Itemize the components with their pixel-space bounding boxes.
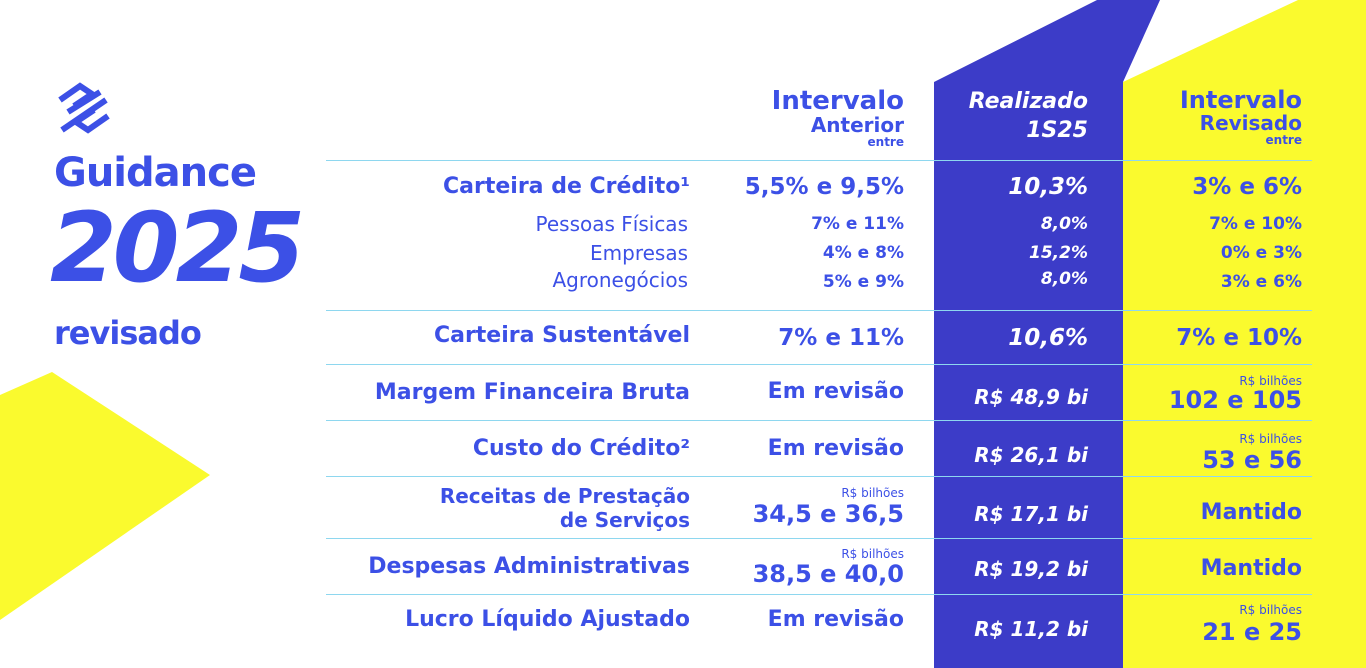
profit-realized: R$ 11,2 bi [974,617,1088,641]
credit-cost-realized: R$ 26,1 bi [974,443,1088,467]
title-guidance: Guidance [54,150,257,196]
companies-realized: 15,2% [1029,243,1088,263]
row-label-admin-expenses: Despesas Administrativas [368,554,690,579]
header-realized: Realizado 1S25 [969,90,1088,142]
service-revenue-label-line2: de Serviços [559,508,690,532]
individuals-revised: 7% e 10% [1209,214,1302,234]
banco-do-brasil-logo [58,82,110,134]
credit-revised: 3% e 6% [1192,174,1302,200]
row-label-gross-margin: Margem Financeira Bruta [374,380,690,405]
margin-realized: R$ 48,9 bi [974,385,1088,409]
expenses-revised: Mantido [1200,556,1302,581]
header-revised: Intervalo Revisado entre [1179,86,1302,148]
row-separator [326,594,1312,595]
header-revised-line3: entre [1265,133,1302,148]
row-label-credit-portfolio: Carteira de Crédito¹ [443,174,690,199]
row-label-credit-cost: Custo do Crédito² [472,436,690,461]
sustainable-revised: 7% e 10% [1176,325,1302,351]
sustainable-previous: 7% e 11% [778,325,904,351]
sustainable-realized: 10,6% [1008,325,1088,351]
companies-previous: 4% e 8% [822,243,904,263]
row-separator [326,538,1312,539]
subrow-label-individuals: Pessoas Físicas [535,212,688,236]
margin-previous: Em revisão [767,379,904,404]
credit-previous: 5,5% e 9,5% [744,174,904,200]
credit-cost-revised-unit: R$ bilhões [1239,432,1302,446]
services-previous-unit: R$ bilhões [841,486,904,500]
credit-cost-previous: Em revisão [767,436,904,461]
header-previous: Intervalo Anterior entre [771,86,904,150]
revised-column-bg [1123,0,1366,668]
expenses-realized: R$ 19,2 bi [974,557,1088,581]
services-previous: 34,5 e 36,5 [752,500,904,528]
title-status: revisado [54,314,202,352]
yellow-triangle-decor [0,372,210,620]
companies-revised: 0% e 3% [1220,243,1302,263]
profit-revised-unit: R$ bilhões [1239,603,1302,617]
subrow-label-companies: Empresas [590,241,688,265]
profit-previous: Em revisão [767,607,904,632]
services-revised: Mantido [1200,500,1302,525]
services-realized: R$ 17,1 bi [974,502,1088,526]
agribusiness-revised: 3% e 6% [1220,272,1302,292]
agribusiness-realized: 8,0% [1040,269,1088,289]
row-separator [326,364,1312,365]
individuals-previous: 7% e 11% [811,214,904,234]
row-separator [326,160,1312,161]
row-label-service-revenue: Receitas de Prestação de Serviços [440,484,690,532]
row-label-adjusted-net-income: Lucro Líquido Ajustado [405,607,690,632]
individuals-realized: 8,0% [1040,214,1088,234]
margin-revised-unit: R$ bilhões [1239,374,1302,388]
service-revenue-label-line1: Receitas de Prestação [439,484,690,508]
header-previous-line3: entre [867,135,904,150]
row-separator [326,420,1312,421]
row-label-sustainable-portfolio: Carteira Sustentável [433,323,690,348]
expenses-previous-unit: R$ bilhões [841,547,904,561]
title-year: 2025 [50,192,305,304]
header-revised-line1: Intervalo [1179,86,1302,114]
header-previous-line1: Intervalo [771,86,904,116]
row-separator [326,310,1312,311]
credit-realized: 10,3% [1008,174,1088,200]
margin-revised: 102 e 105 [1168,386,1302,414]
expenses-previous: 38,5 e 40,0 [752,560,904,588]
header-revised-line2: Revisado [1199,111,1302,136]
header-previous-line2: Anterior [810,113,904,138]
subrow-label-agribusiness: Agronegócios [552,268,688,292]
header-realized-line1: Realizado [968,89,1088,114]
profit-revised: 21 e 25 [1202,618,1302,646]
row-separator [326,476,1312,477]
header-realized-line2: 1S25 [1026,118,1088,144]
credit-cost-revised: 53 e 56 [1202,446,1302,474]
realized-column-bg [934,0,1160,668]
agribusiness-previous: 5% e 9% [822,272,904,292]
